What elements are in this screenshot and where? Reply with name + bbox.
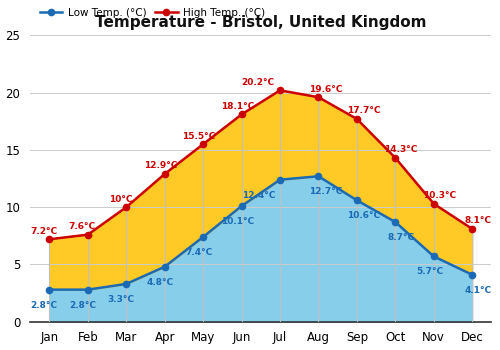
- Text: 8.1°C: 8.1°C: [464, 216, 491, 225]
- Low Temp. (°C): [85, 288, 91, 292]
- High Temp. (°C): [277, 88, 283, 92]
- Text: 17.7°C: 17.7°C: [347, 106, 380, 116]
- Text: 7.2°C: 7.2°C: [30, 227, 58, 236]
- Line: High Temp. (°C): High Temp. (°C): [46, 87, 476, 243]
- Text: 10.3°C: 10.3°C: [423, 191, 456, 200]
- High Temp. (°C): [46, 237, 52, 241]
- High Temp. (°C): [392, 156, 398, 160]
- Low Temp. (°C): [238, 204, 244, 208]
- High Temp. (°C): [124, 205, 130, 209]
- Low Temp. (°C): [470, 273, 476, 277]
- Legend: Low Temp. (°C), High Temp. (°C): Low Temp. (°C), High Temp. (°C): [36, 4, 269, 22]
- High Temp. (°C): [354, 117, 360, 121]
- Low Temp. (°C): [392, 220, 398, 224]
- Text: 18.1°C: 18.1°C: [221, 102, 254, 111]
- Low Temp. (°C): [46, 288, 52, 292]
- Text: 7.4°C: 7.4°C: [186, 248, 212, 257]
- High Temp. (°C): [238, 112, 244, 117]
- High Temp. (°C): [85, 232, 91, 237]
- High Temp. (°C): [200, 142, 206, 146]
- Low Temp. (°C): [354, 198, 360, 202]
- Low Temp. (°C): [124, 282, 130, 286]
- Text: 5.7°C: 5.7°C: [416, 267, 443, 276]
- Text: 4.1°C: 4.1°C: [464, 286, 491, 295]
- Title: Temperature - Bristol, United Kingdom: Temperature - Bristol, United Kingdom: [95, 15, 426, 30]
- Text: 15.5°C: 15.5°C: [182, 132, 216, 141]
- High Temp. (°C): [431, 202, 437, 206]
- Low Temp. (°C): [200, 235, 206, 239]
- Low Temp. (°C): [316, 174, 322, 179]
- Text: 14.3°C: 14.3°C: [384, 145, 418, 154]
- Text: 20.2°C: 20.2°C: [241, 78, 274, 87]
- High Temp. (°C): [162, 172, 168, 176]
- Text: 8.7°C: 8.7°C: [388, 233, 414, 242]
- Low Temp. (°C): [162, 265, 168, 269]
- High Temp. (°C): [470, 227, 476, 231]
- High Temp. (°C): [316, 95, 322, 99]
- Text: 3.3°C: 3.3°C: [107, 295, 134, 304]
- Text: 12.4°C: 12.4°C: [242, 191, 276, 200]
- Text: 7.6°C: 7.6°C: [68, 222, 96, 231]
- Text: 2.8°C: 2.8°C: [69, 301, 96, 310]
- Text: 2.8°C: 2.8°C: [30, 301, 58, 310]
- Text: 10.6°C: 10.6°C: [348, 211, 380, 220]
- Low Temp. (°C): [431, 254, 437, 259]
- Text: 19.6°C: 19.6°C: [308, 85, 342, 94]
- Low Temp. (°C): [277, 177, 283, 182]
- Text: 10.1°C: 10.1°C: [221, 217, 254, 226]
- Text: 10°C: 10°C: [109, 195, 132, 204]
- Text: 12.9°C: 12.9°C: [144, 161, 177, 170]
- Text: 4.8°C: 4.8°C: [147, 278, 174, 287]
- Text: 12.7°C: 12.7°C: [308, 187, 342, 196]
- Line: Low Temp. (°C): Low Temp. (°C): [46, 173, 476, 293]
